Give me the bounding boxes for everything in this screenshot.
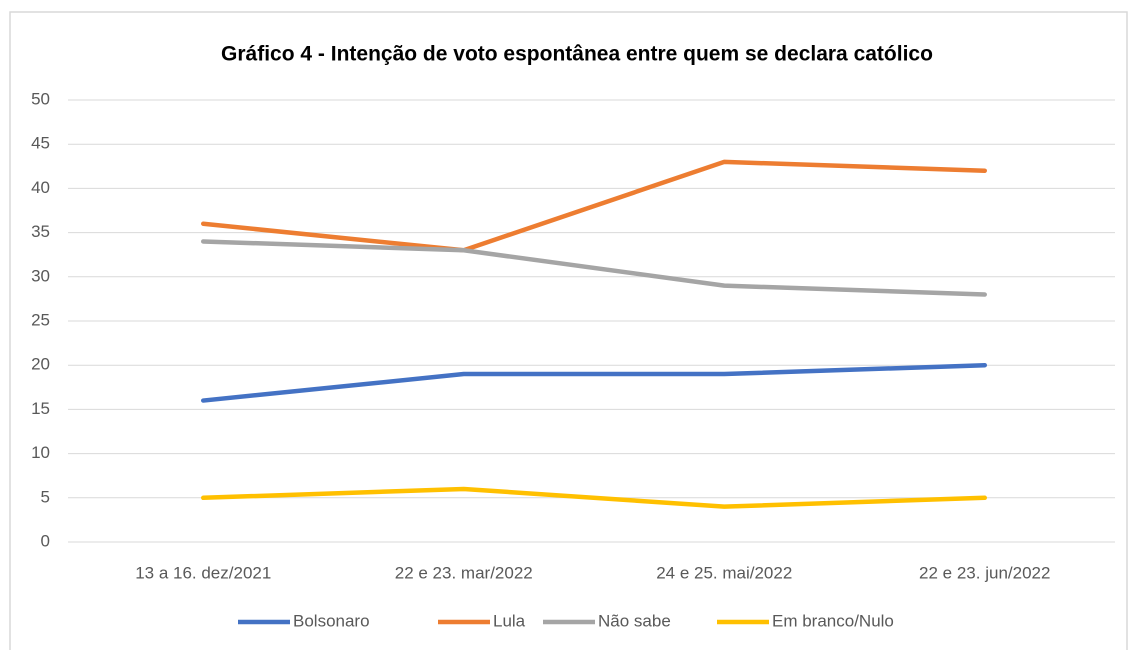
x-tick-label: 22 e 23. mar/2022 [395, 563, 533, 582]
y-tick-label: 10 [31, 443, 50, 462]
y-tick-label: 25 [31, 310, 50, 329]
y-tick-label: 15 [31, 399, 50, 418]
chart-frame [9, 11, 1128, 650]
y-tick-label: 0 [41, 531, 50, 550]
y-tick-label: 45 [31, 134, 50, 153]
y-tick-label: 20 [31, 355, 50, 374]
x-tick-label: 13 a 16. dez/2021 [135, 563, 271, 582]
series-line [201, 486, 987, 509]
series-line [201, 239, 987, 297]
legend-label: Lula [493, 611, 526, 630]
y-tick-label: 35 [31, 222, 50, 241]
x-tick-label: 24 e 25. mai/2022 [656, 563, 792, 582]
series-line [201, 362, 987, 403]
legend-label: Não sabe [598, 611, 671, 630]
series-line [201, 159, 987, 253]
y-tick-label: 30 [31, 266, 50, 285]
legend-label: Em branco/Nulo [772, 611, 894, 630]
chart-title: Gráfico 4 - Intenção de voto espontânea … [221, 43, 933, 66]
y-tick-label: 5 [41, 487, 50, 506]
y-tick-label: 40 [31, 178, 50, 197]
y-tick-label: 50 [31, 89, 50, 108]
x-tick-label: 22 e 23. jun/2022 [919, 563, 1050, 582]
legend-label: Bolsonaro [293, 611, 370, 630]
